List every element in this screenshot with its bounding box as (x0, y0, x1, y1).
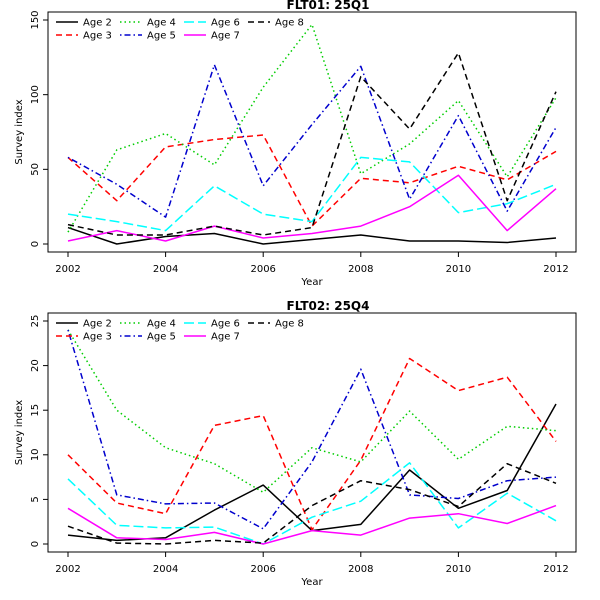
legend-label: Age 2 (83, 18, 112, 29)
legend-label: Age 7 (211, 332, 240, 343)
y-tick-label: 0 (30, 541, 41, 547)
chart-panel-1: FLT01: 25Q1 2002 2004 2006 2008 2010 2012 Year 0… (14, 0, 577, 288)
series-line-age-2 (67, 403, 557, 542)
legend-label: Age 8 (275, 319, 304, 330)
x-tick-label: 2002 (55, 264, 80, 275)
series-line-age-7 (67, 504, 557, 545)
series-line-age-8 (67, 462, 557, 545)
x-tick-label: 2012 (543, 564, 568, 575)
plot-frame (47, 11, 577, 253)
legend-label: Age 4 (147, 319, 176, 330)
chart-title: FLT01: 25Q1 (287, 0, 370, 12)
y-axis-label: Survey index (14, 400, 25, 465)
legend-label: Age 3 (83, 332, 112, 343)
legend-label: Age 4 (147, 18, 176, 29)
x-tick-label: 2008 (348, 564, 373, 575)
chart-title: FLT02: 25Q4 (287, 299, 370, 313)
y-tick-label: 0 (30, 241, 41, 247)
series-line-age-4 (67, 329, 557, 494)
y-tick-label: 15 (30, 404, 41, 417)
y-tick-label: 150 (30, 10, 41, 29)
legend-label: Age 5 (147, 31, 176, 42)
y-tick-label: 10 (30, 448, 41, 461)
y-tick-label: 50 (30, 163, 41, 176)
plot-frame (47, 312, 577, 553)
series-line-age-8 (67, 52, 557, 236)
x-axis-label: Year (300, 277, 323, 288)
y-tick-label: 5 (30, 496, 41, 502)
x-tick-label: 2002 (55, 564, 80, 575)
legend: Age 2 Age 3 Age 4 Age 5 Age 6 Age 7 Age 8 (56, 18, 304, 42)
legend-label: Age 7 (211, 31, 240, 42)
legend-label: Age 6 (211, 18, 240, 29)
series-line-age-3 (67, 357, 557, 531)
x-axis-label: Year (300, 577, 323, 588)
series-line-age-3 (67, 134, 557, 227)
series-line-age-5 (67, 64, 557, 218)
y-tick-label: 25 (30, 315, 41, 328)
legend-label: Age 8 (275, 18, 304, 29)
y-axis-label: Survey index (14, 99, 25, 164)
series-line-age-7 (67, 174, 557, 242)
x-tick-label: 2012 (543, 264, 568, 275)
x-tick-label: 2006 (250, 264, 275, 275)
x-tick-label: 2008 (348, 264, 373, 275)
legend-label: Age 6 (211, 319, 240, 330)
series-line-age-6 (67, 156, 557, 232)
y-tick-label: 100 (30, 85, 41, 104)
legend-label: Age 5 (147, 332, 176, 343)
x-tick-label: 2004 (153, 564, 178, 575)
legend-label: Age 3 (83, 31, 112, 42)
series-line-age-4 (67, 23, 557, 233)
legend-label: Age 2 (83, 319, 112, 330)
x-tick-label: 2004 (153, 264, 178, 275)
x-tick-label: 2010 (446, 564, 471, 575)
x-tick-label: 2006 (250, 564, 275, 575)
series-line-age-2 (67, 226, 557, 245)
legend: Age 2 Age 3 Age 4 Age 5 Age 6 Age 7 Age 8 (56, 319, 304, 343)
series-line-age-6 (67, 462, 557, 545)
y-tick-label: 20 (30, 359, 41, 372)
x-tick-label: 2010 (446, 264, 471, 275)
